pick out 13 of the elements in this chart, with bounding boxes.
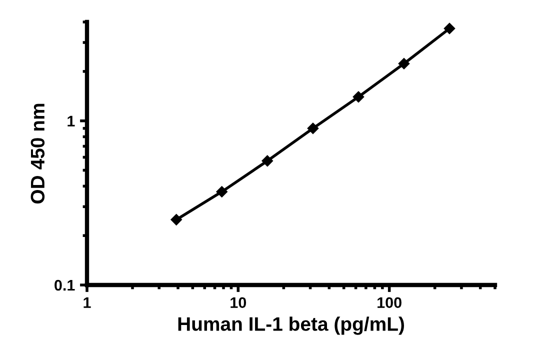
x-axis-title: Human IL-1 beta (pg/mL) xyxy=(178,316,404,335)
point xyxy=(398,58,410,70)
y-tick-label: 0.1 xyxy=(54,280,75,291)
point xyxy=(216,186,228,198)
y-axis-title: OD 450 nm xyxy=(30,104,45,204)
point xyxy=(352,91,364,102)
x-tick-label: 1 xyxy=(84,297,91,308)
point xyxy=(307,122,319,134)
x-tick-label: 10 xyxy=(230,297,246,308)
point xyxy=(262,155,273,167)
point xyxy=(444,22,456,34)
point xyxy=(170,214,182,226)
x-tick-label: 100 xyxy=(378,297,402,308)
